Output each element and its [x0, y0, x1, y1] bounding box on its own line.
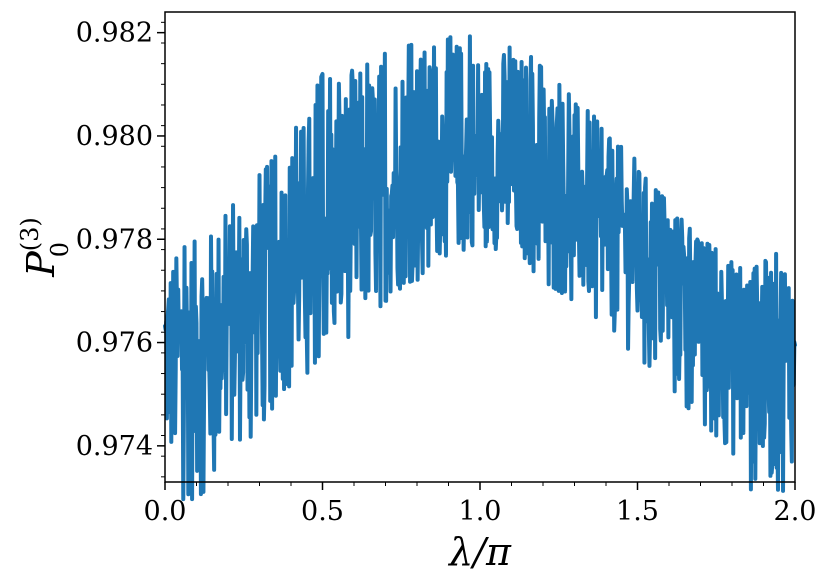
svg-text:P(3)0: P(3)0 — [16, 217, 74, 278]
y-tick-label: 0.982 — [76, 18, 153, 49]
series-line — [163, 34, 797, 502]
x-tick-label: 0.5 — [301, 496, 344, 527]
x-tick-label: 1.0 — [459, 496, 502, 527]
y-tick-label: 0.974 — [76, 431, 153, 462]
y-tick-label: 0.976 — [76, 328, 153, 359]
x-tick-label: 1.5 — [616, 496, 659, 527]
y-tick-label: 0.980 — [76, 121, 153, 152]
x-axis-label: λ/π — [447, 530, 512, 574]
x-tick-label: 2.0 — [774, 496, 817, 527]
y-axis-label-subscript: 0 — [46, 242, 74, 257]
y-axis-label-superscript: (3) — [16, 217, 44, 251]
series-group — [163, 34, 797, 502]
y-axis-label-main: P — [19, 250, 63, 278]
y-axis-label: P(3)0 — [16, 217, 74, 278]
x-tick-label: 0.0 — [144, 496, 187, 527]
ticks-group: 0.0 0.5 1.0 1.5 2.0 0.974 0.976 0.978 0.980 0.982 — [76, 18, 817, 527]
plot-frame — [164, 11, 796, 483]
y-tick-label: 0.978 — [76, 224, 153, 255]
